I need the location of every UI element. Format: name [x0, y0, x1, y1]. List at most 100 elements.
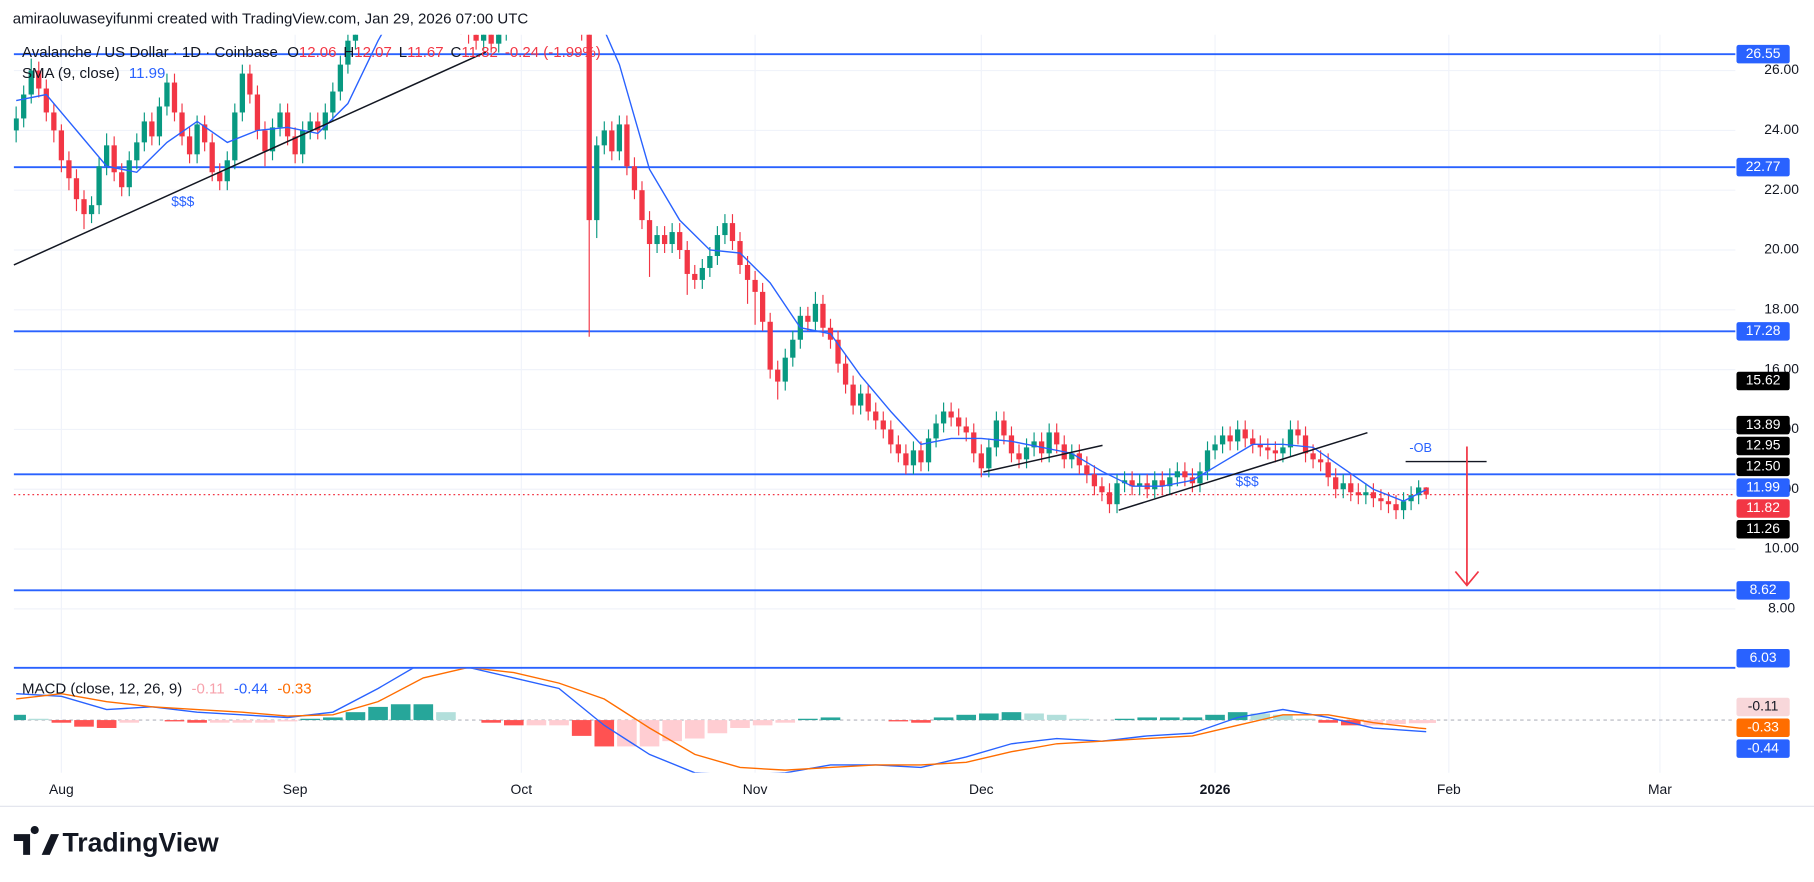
price-label: 22.77: [1746, 158, 1781, 174]
candle-body: [1370, 492, 1377, 499]
candle-body: [699, 267, 705, 280]
candle-body: [149, 121, 155, 137]
candle-body: [1114, 483, 1120, 505]
candle-body: [488, 34, 494, 44]
macd-label: -0.44: [1747, 739, 1779, 755]
macd-histogram-bar: [571, 720, 592, 736]
macd-histogram-bar: [74, 720, 94, 727]
x-tick-label: Sep: [283, 781, 308, 797]
candle-body: [616, 124, 623, 152]
candle-body: [692, 273, 698, 280]
macd-histogram-bar: [481, 720, 501, 723]
candle-body: [782, 357, 788, 382]
candle-body: [910, 450, 917, 466]
candle-body: [1416, 487, 1422, 496]
candle-body: [594, 145, 600, 221]
ohlc-value: 12.06: [299, 44, 337, 61]
macd-histogram-bar: [368, 706, 388, 721]
candle-body: [1385, 501, 1392, 505]
macd-histogram-bar: [1318, 720, 1338, 723]
candle-body: [119, 172, 125, 188]
macd-histogram-bar: [28, 718, 49, 721]
macd-histogram-bar: [390, 704, 411, 721]
x-tick-label: Oct: [511, 781, 533, 797]
y-tick-label: 20.00: [1764, 241, 1799, 257]
macd-histogram-bar: [1160, 717, 1180, 721]
candle-body: [292, 136, 298, 155]
macd-histogram-bar: [504, 720, 524, 726]
macd-histogram-bar: [300, 718, 321, 721]
change-value: -0.24 (-1.99%): [505, 44, 601, 61]
macd-histogram-bar: [662, 720, 682, 742]
macd-histogram-bar: [1024, 713, 1044, 721]
sma-name: SMA (9, close): [22, 65, 120, 82]
candle-body: [744, 264, 751, 280]
ohlc-value: 11.67: [407, 44, 443, 61]
candle-body: [714, 235, 721, 256]
y-tick-label: 10.00: [1764, 540, 1799, 556]
macd-histogram-bar: [775, 720, 796, 723]
candle-body: [307, 121, 313, 131]
candle-body: [186, 136, 193, 155]
candle-body: [1257, 444, 1263, 448]
candle-body: [1363, 492, 1369, 496]
candle-body: [1393, 504, 1399, 511]
macd-histogram-bar: [413, 704, 434, 721]
price-label: 13.89: [1746, 416, 1781, 432]
candle-body: [624, 124, 630, 167]
symbol-name: Avalanche / US Dollar · 1D · Coinbase: [22, 44, 278, 61]
candle-body: [134, 142, 140, 161]
candle-body: [262, 130, 268, 152]
macd-histogram-bar: [209, 720, 230, 723]
macd-label: -0.11: [1748, 698, 1779, 714]
candle-body: [1265, 447, 1271, 451]
macd-label-box: [1736, 718, 1790, 738]
macd-histogram-bar: [277, 720, 298, 722]
candle-body: [496, 34, 502, 44]
candle-body: [322, 112, 328, 131]
candle-body: [1310, 453, 1316, 460]
candle-body: [790, 339, 796, 358]
arrow-head: [1454, 570, 1480, 587]
macd-value: -0.11: [191, 680, 224, 697]
macd-histogram-bar: [1227, 712, 1248, 721]
candle-body: [1167, 477, 1173, 487]
price-label-box: [1736, 436, 1790, 456]
macd-histogram-bar: [1416, 720, 1436, 723]
candle-body: [729, 223, 736, 242]
candle-body: [103, 145, 110, 167]
macd-histogram-bar: [1386, 720, 1406, 725]
candle-body: [684, 250, 690, 274]
y-tick-label: 24.00: [1764, 121, 1799, 137]
macd-histogram-bar: [1001, 712, 1022, 721]
trendline: [13, 51, 487, 266]
candle-body: [1023, 447, 1030, 460]
macd-histogram-bar: [820, 717, 841, 721]
macd-label: -0.33: [1747, 718, 1779, 734]
candle-body: [1008, 435, 1015, 454]
candle-body: [654, 235, 660, 245]
candle-body: [978, 453, 984, 469]
candle-body: [752, 279, 758, 292]
macd-histogram-bar: [617, 720, 637, 747]
sma-legend: SMA (9, close) 11.99: [22, 65, 165, 82]
price-label-box: [1736, 322, 1790, 341]
candle-body: [993, 420, 1000, 448]
x-tick-label: Mar: [1648, 781, 1672, 797]
candle-body: [1212, 444, 1218, 451]
candle-body: [217, 172, 223, 182]
macd-histogram-bar: [956, 714, 977, 721]
macd-histogram-bar: [255, 720, 275, 723]
ohlc-key: C: [451, 44, 462, 61]
price-label: 11.82: [1746, 499, 1780, 515]
candle-body: [141, 121, 147, 143]
candle-body: [315, 121, 321, 131]
axes: 26.0024.0022.0020.0018.0016.0014.0012.00…: [49, 45, 1799, 797]
order-block-label: -OB: [1409, 440, 1432, 455]
macd-histogram-bar: [1250, 713, 1271, 721]
candle-body: [639, 190, 645, 221]
candle-body: [43, 88, 49, 113]
candle-body: [1204, 450, 1211, 472]
candle-body: [888, 429, 894, 445]
candle-body: [865, 393, 871, 412]
